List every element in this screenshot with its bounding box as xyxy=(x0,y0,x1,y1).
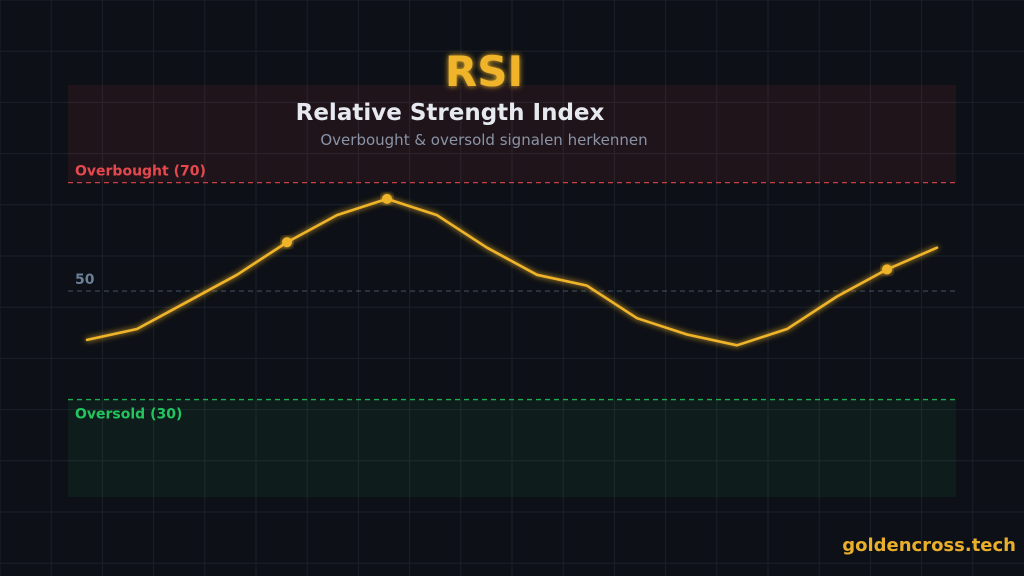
reference-lines: Overbought (70) 50 Oversold (30) xyxy=(68,164,956,423)
series xyxy=(85,193,939,347)
overbought-zone xyxy=(68,85,956,183)
oversold-zone xyxy=(68,399,956,498)
rsi-badge: RSI xyxy=(445,47,523,96)
rsi-highlight-point xyxy=(282,237,292,248)
rsi-highlight-point xyxy=(382,193,392,204)
rsi-line xyxy=(85,197,939,347)
brand-watermark: goldencross.tech xyxy=(842,535,1016,556)
chart-subtitle: Overbought & oversold signalen herkennen xyxy=(320,131,647,149)
chart-title: Relative Strength Index xyxy=(296,100,605,126)
rsi-highlight-point xyxy=(882,264,892,275)
zones xyxy=(68,85,956,498)
overbought-label: Overbought (70) xyxy=(75,164,206,180)
mid-label: 50 xyxy=(75,272,95,288)
oversold-label: Oversold (30) xyxy=(75,407,182,423)
